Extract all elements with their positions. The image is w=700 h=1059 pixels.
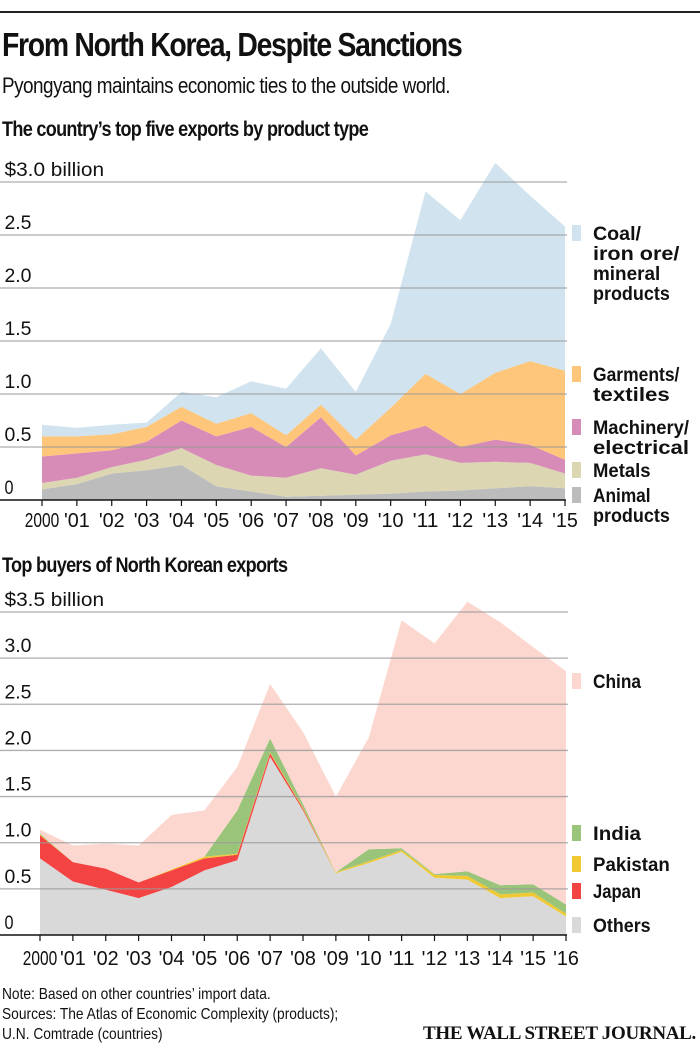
legend-label-coal: products <box>593 284 670 305</box>
x-tick-label: '08 <box>290 948 316 970</box>
x-tick-label: '05 <box>191 948 217 970</box>
y-tick-label: 1.5 <box>4 319 31 340</box>
legend-label-coal: mineral <box>593 264 660 285</box>
legend-label-animal: Animal <box>593 486 651 507</box>
x-tick-label: '12 <box>448 510 474 532</box>
area-coal-iron-ore-mineral-products <box>42 162 565 440</box>
area-animal-products <box>42 465 565 500</box>
x-tick-label: '13 <box>454 948 480 970</box>
x-tick-label: '08 <box>308 510 334 532</box>
chart-title-buyers: Top buyers of North Korean exports <box>2 554 288 577</box>
x-tick-label: '15 <box>552 510 578 532</box>
legend-label-garments: Garments/ <box>593 365 680 386</box>
x-tick-label: '07 <box>273 510 299 532</box>
x-tick-label: '02 <box>99 510 125 532</box>
x-tick-label: '13 <box>482 510 508 532</box>
x-tick-label: '11 <box>413 510 439 532</box>
x-tick-label: '04 <box>159 948 185 970</box>
footer-sources-cont: U.N. Comtrade (countries) <box>2 1026 163 1043</box>
legend-swatch-pakistan <box>572 856 581 872</box>
footer-sources: Sources: The Atlas of Economic Complexit… <box>2 1006 339 1023</box>
x-tick-label: '10 <box>356 948 382 970</box>
x-tick-label: '10 <box>378 510 404 532</box>
legend-label-machinery: electrical <box>593 438 689 459</box>
legend-label-others: Others <box>593 916 651 937</box>
page-title: From North Korea, Despite Sanctions <box>2 26 463 63</box>
legend-swatch-india <box>572 825 581 841</box>
legend-label-animal: products <box>593 506 670 527</box>
legend-swatch-others <box>572 917 581 933</box>
x-tick-label: '07 <box>257 948 283 970</box>
x-tick-label: '09 <box>323 948 349 970</box>
chart-title-products: The country’s top five exports by produc… <box>2 118 369 141</box>
legend-label-china: China <box>593 672 641 693</box>
x-tick-label: '06 <box>238 510 264 532</box>
legend-label-india: India <box>593 824 641 845</box>
x-tick-label: '16 <box>553 948 579 970</box>
legend-swatch-metals <box>572 462 581 478</box>
x-tick-label: 2000 <box>25 510 59 532</box>
area-metals <box>42 448 565 497</box>
y-tick-label: 2.0 <box>4 266 31 287</box>
area-others <box>40 756 566 935</box>
x-tick-label: '11 <box>389 948 415 970</box>
y-tick-label: 1.0 <box>4 372 31 393</box>
area-japan <box>40 753 566 917</box>
y-tick-label: 0.5 <box>4 425 31 446</box>
area-pakistan <box>40 752 566 917</box>
x-tick-label: '14 <box>517 510 543 532</box>
x-tick-label: '04 <box>169 510 195 532</box>
top-rule <box>0 11 700 13</box>
area-machinery-electrical <box>42 417 565 483</box>
legend-swatch-garments <box>572 366 581 382</box>
legend-swatch-animal <box>572 487 581 503</box>
legend-label-japan: Japan <box>593 882 641 903</box>
x-tick-label: '03 <box>134 510 160 532</box>
y-tick-label: 2.5 <box>4 213 31 234</box>
x-tick-label: '01 <box>60 948 86 970</box>
y-tick-label: $3.5 billion <box>4 590 104 611</box>
legend-label-garments: textiles <box>593 385 670 406</box>
x-tick-label: '14 <box>487 948 513 970</box>
y-tick-label: 1.0 <box>4 821 31 842</box>
x-tick-label: '15 <box>520 948 546 970</box>
x-tick-label: '09 <box>343 510 369 532</box>
y-tick-label: 3.0 <box>4 636 31 657</box>
page-subtitle: Pyongyang maintains economic ties to the… <box>2 73 451 98</box>
wsj-logo: THE WALL STREET JOURNAL. <box>423 1023 696 1044</box>
legend-label-pakistan: Pakistan <box>593 855 670 876</box>
legend-label-coal: Coal/ <box>593 224 642 245</box>
y-tick-label: 1.5 <box>4 775 31 796</box>
x-tick-label: '01 <box>64 510 90 532</box>
legend-swatch-coal <box>572 225 581 241</box>
x-tick-label: '02 <box>93 948 119 970</box>
x-tick-label: '12 <box>422 948 448 970</box>
y-tick-label: $3.0 billion <box>4 160 104 181</box>
y-tick-label: 2.0 <box>4 728 31 749</box>
legend-label-machinery: Machinery/ <box>593 418 690 439</box>
area-garments-textiles <box>42 361 565 460</box>
x-tick-label: '03 <box>126 948 152 970</box>
legend-swatch-china <box>572 673 581 689</box>
legend-label-metals: Metals <box>593 461 651 482</box>
footer-note: Note: Based on other countries’ import d… <box>2 986 271 1003</box>
legend-swatch-machinery <box>572 419 581 435</box>
y-tick-label: 0 <box>4 478 13 499</box>
area-china <box>40 601 566 905</box>
y-tick-label: 2.5 <box>4 682 31 703</box>
x-tick-label: '06 <box>224 948 250 970</box>
x-tick-label: '05 <box>203 510 229 532</box>
x-tick-label: 2000 <box>23 948 57 970</box>
legend-swatch-japan <box>572 883 581 899</box>
y-tick-label: 0 <box>4 913 13 934</box>
y-tick-label: 0.5 <box>4 867 31 888</box>
legend-label-coal: iron ore/ <box>593 244 680 265</box>
